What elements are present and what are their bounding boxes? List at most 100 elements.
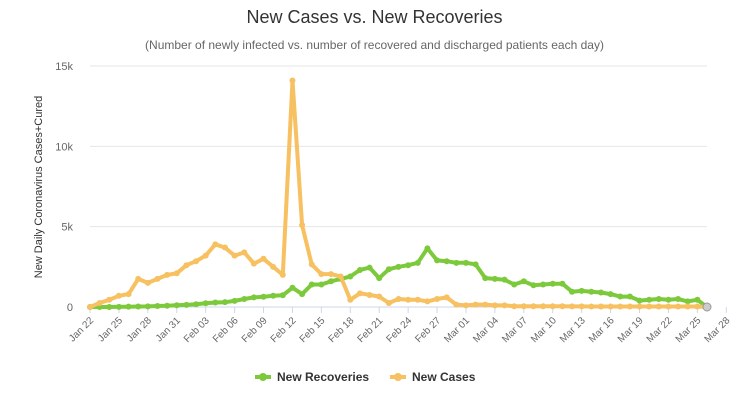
- data-point[interactable]: [684, 298, 691, 305]
- data-point[interactable]: [482, 301, 489, 308]
- data-point[interactable]: [626, 303, 633, 310]
- data-point[interactable]: [607, 303, 614, 310]
- data-point[interactable]: [434, 257, 441, 264]
- data-point[interactable]: [135, 275, 142, 282]
- data-point[interactable]: [405, 262, 412, 269]
- legend[interactable]: New Recoveries New Cases: [255, 370, 476, 384]
- data-point[interactable]: [501, 276, 508, 283]
- data-point[interactable]: [173, 302, 180, 309]
- data-point[interactable]: [279, 292, 286, 299]
- data-point[interactable]: [318, 281, 325, 288]
- data-point[interactable]: [87, 304, 93, 310]
- data-point[interactable]: [694, 303, 701, 310]
- data-point[interactable]: [385, 266, 392, 273]
- data-point[interactable]: [549, 280, 556, 287]
- data-point[interactable]: [443, 258, 450, 265]
- data-point[interactable]: [212, 241, 219, 248]
- data-point[interactable]: [520, 303, 527, 310]
- data-point[interactable]: [385, 299, 392, 306]
- data-point[interactable]: [530, 282, 537, 289]
- data-point[interactable]: [144, 303, 151, 310]
- data-point[interactable]: [424, 245, 431, 252]
- data-point[interactable]: [250, 260, 257, 267]
- data-point[interactable]: [221, 299, 228, 306]
- data-point[interactable]: [106, 296, 113, 303]
- data-point[interactable]: [183, 262, 190, 269]
- data-point[interactable]: [356, 267, 363, 274]
- data-point[interactable]: [221, 244, 228, 251]
- data-point[interactable]: [665, 303, 672, 310]
- data-point[interactable]: [607, 291, 614, 298]
- data-point[interactable]: [414, 259, 421, 266]
- data-point[interactable]: [684, 303, 691, 310]
- data-point[interactable]: [260, 255, 267, 262]
- data-point[interactable]: [241, 249, 248, 256]
- data-point[interactable]: [597, 289, 604, 296]
- data-point[interactable]: [491, 275, 498, 282]
- legend-item-new-cases[interactable]: New Cases: [390, 370, 476, 384]
- data-point[interactable]: [193, 258, 200, 265]
- data-point[interactable]: [241, 295, 248, 302]
- data-point[interactable]: [173, 270, 180, 277]
- data-point[interactable]: [520, 278, 527, 285]
- data-point[interactable]: [453, 259, 460, 266]
- data-point[interactable]: [626, 293, 633, 300]
- data-point[interactable]: [125, 291, 132, 298]
- data-point[interactable]: [135, 303, 142, 310]
- data-point[interactable]: [376, 275, 383, 282]
- data-point[interactable]: [530, 303, 537, 310]
- data-point[interactable]: [347, 296, 354, 303]
- data-point[interactable]: [636, 303, 643, 310]
- data-point[interactable]: [328, 271, 335, 278]
- data-point[interactable]: [675, 303, 682, 310]
- data-point[interactable]: [675, 295, 682, 302]
- data-point[interactable]: [540, 281, 547, 288]
- data-point[interactable]: [414, 296, 421, 303]
- data-point[interactable]: [491, 302, 498, 309]
- data-point[interactable]: [578, 303, 585, 310]
- data-point[interactable]: [347, 273, 354, 280]
- data-point[interactable]: [665, 296, 672, 303]
- data-point[interactable]: [299, 222, 306, 229]
- data-point[interactable]: [308, 281, 315, 288]
- data-point[interactable]: [395, 295, 402, 302]
- data-point[interactable]: [443, 294, 450, 301]
- data-point[interactable]: [578, 287, 585, 294]
- data-point[interactable]: [569, 288, 576, 295]
- data-point[interactable]: [588, 303, 595, 310]
- data-point[interactable]: [453, 301, 460, 308]
- data-point[interactable]: [559, 303, 566, 310]
- data-point[interactable]: [424, 298, 431, 305]
- data-point[interactable]: [655, 303, 662, 310]
- data-point[interactable]: [164, 302, 171, 309]
- data-point[interactable]: [472, 261, 479, 268]
- data-point[interactable]: [366, 291, 373, 298]
- data-point[interactable]: [337, 273, 344, 280]
- data-point[interactable]: [231, 252, 238, 259]
- data-point[interactable]: [318, 271, 325, 278]
- data-point[interactable]: [462, 259, 469, 266]
- data-point[interactable]: [356, 290, 363, 297]
- data-point[interactable]: [125, 303, 132, 310]
- data-point[interactable]: [559, 280, 566, 287]
- data-point[interactable]: [289, 77, 296, 84]
- data-point[interactable]: [646, 296, 653, 303]
- data-point[interactable]: [154, 303, 161, 310]
- data-point[interactable]: [549, 303, 556, 310]
- data-point[interactable]: [250, 294, 257, 301]
- data-point[interactable]: [511, 281, 518, 288]
- data-point[interactable]: [328, 278, 335, 285]
- data-point[interactable]: [636, 297, 643, 304]
- data-point[interactable]: [289, 284, 296, 291]
- data-point[interactable]: [115, 292, 122, 299]
- data-point[interactable]: [270, 292, 277, 299]
- data-point[interactable]: [308, 261, 315, 268]
- data-point[interactable]: [144, 279, 151, 286]
- data-point[interactable]: [405, 296, 412, 303]
- data-point[interactable]: [588, 288, 595, 295]
- data-point[interactable]: [540, 303, 547, 310]
- data-point[interactable]: [366, 264, 373, 271]
- data-point[interactable]: [617, 303, 624, 310]
- data-point[interactable]: [569, 303, 576, 310]
- data-point[interactable]: [270, 263, 277, 270]
